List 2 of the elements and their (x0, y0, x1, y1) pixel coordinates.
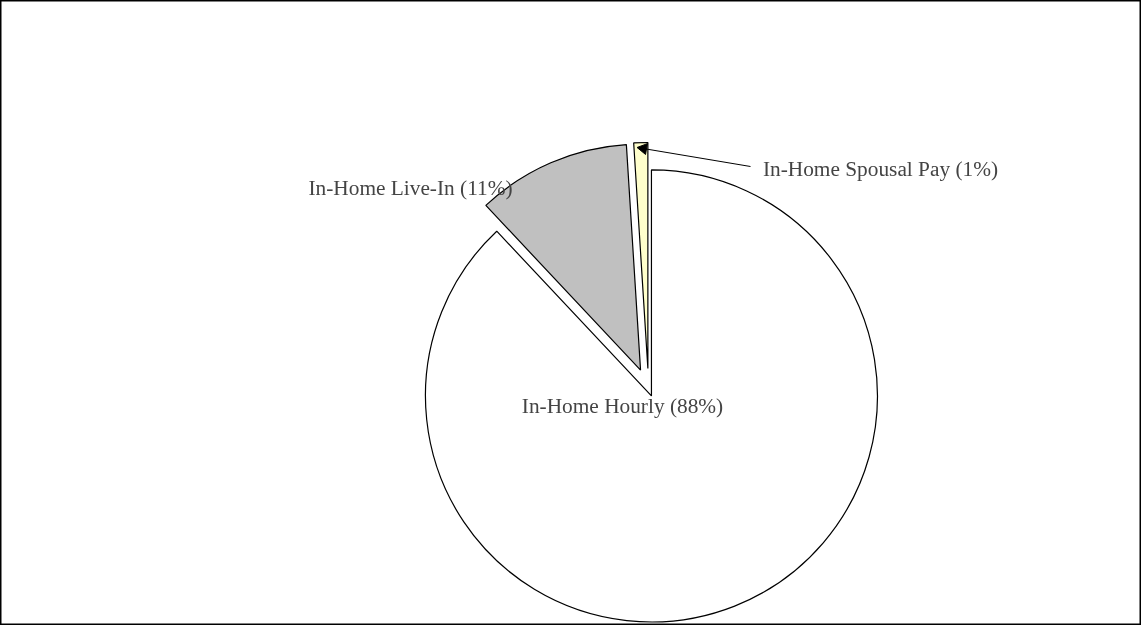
slice-label: In-Home Hourly (88%) (521, 393, 724, 418)
slice-label: In-Home Spousal Pay (1%) (762, 156, 999, 181)
